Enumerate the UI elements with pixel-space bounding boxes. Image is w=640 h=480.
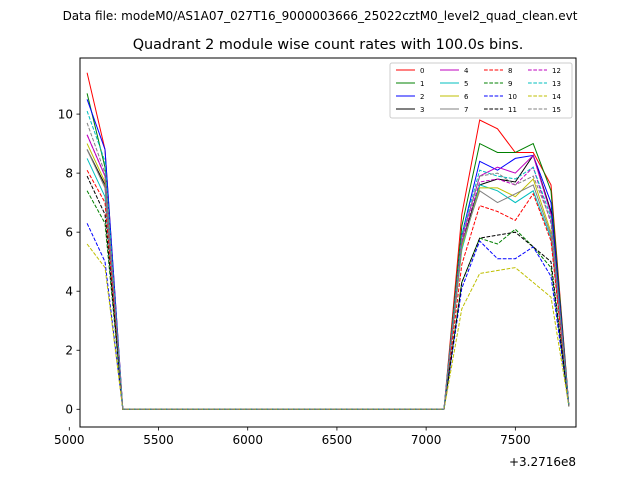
series-line-14	[86, 243, 570, 410]
y-tick-label: 8	[65, 166, 73, 180]
legend-label-12: 12	[552, 67, 561, 75]
series-line-1	[86, 93, 570, 410]
y-tick-label: 6	[65, 225, 73, 239]
legend-label-4: 4	[464, 67, 469, 75]
series-line-5	[86, 158, 570, 410]
series-line-0	[86, 72, 570, 410]
series-lines	[86, 72, 570, 410]
legend-label-13: 13	[552, 80, 561, 88]
legend-label-11: 11	[508, 106, 517, 114]
y-tick-label: 10	[58, 107, 73, 121]
y-tick-label: 4	[65, 285, 73, 299]
legend-label-14: 14	[552, 93, 561, 101]
y-tick-label: 2	[65, 344, 73, 358]
axes-frame	[79, 57, 577, 428]
series-line-9	[86, 190, 570, 410]
y-axis: 0 2 4 6 8 10	[58, 107, 80, 417]
series-line-7	[86, 149, 570, 410]
legend-label-6: 6	[464, 93, 469, 101]
legend-label-5: 5	[464, 80, 468, 88]
x-tick-label: 7000	[411, 433, 442, 447]
series-line-13	[86, 110, 570, 410]
legend-label-8: 8	[508, 67, 512, 75]
legend-label-9: 9	[508, 80, 512, 88]
x-tick-label: 6500	[322, 433, 353, 447]
legend-label-0: 0	[420, 67, 424, 75]
chart-title: Quadrant 2 module wise count rates with …	[133, 37, 524, 53]
x-offset-label: +3.2716e8	[509, 455, 576, 469]
series-line-8	[86, 169, 570, 410]
y-tick-label: 0	[65, 403, 73, 417]
x-axis: 5000 5500 6000 6500 7000 7500	[54, 427, 531, 447]
series-line-3	[86, 149, 570, 410]
x-tick-label: 7500	[500, 433, 531, 447]
legend-label-3: 3	[420, 106, 424, 114]
series-line-2	[86, 99, 570, 410]
legend-label-10: 10	[508, 93, 517, 101]
legend-label-7: 7	[464, 106, 468, 114]
legend-frame	[389, 62, 573, 119]
suptitle: Data file: modeM0/AS1A07_027T16_90000036…	[63, 9, 578, 23]
series-line-6	[86, 143, 570, 410]
legend-label-15: 15	[552, 106, 561, 114]
x-tick-label: 5500	[143, 433, 174, 447]
x-tick-label: 5000	[54, 433, 85, 447]
x-tick-label: 6000	[232, 433, 263, 447]
series-line-10	[86, 223, 570, 410]
series-line-15	[86, 122, 570, 410]
legend-label-1: 1	[420, 80, 424, 88]
legend-label-2: 2	[420, 93, 424, 101]
